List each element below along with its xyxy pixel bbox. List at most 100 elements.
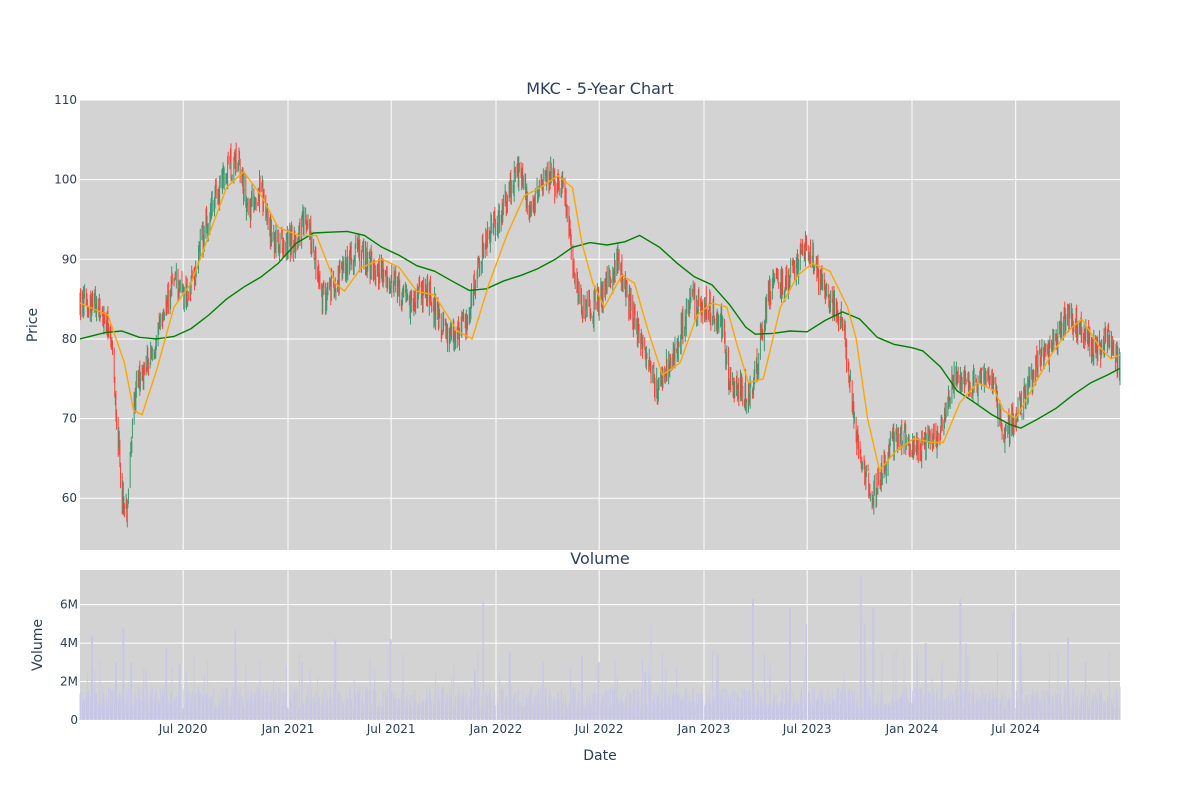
volume-bar[interactable] [717, 654, 719, 720]
volume-bar[interactable] [789, 608, 790, 720]
volume-bar[interactable] [644, 671, 646, 720]
volume-bar[interactable] [830, 703, 831, 720]
volume-bar[interactable] [708, 699, 710, 720]
volume-bar[interactable] [801, 701, 803, 720]
volume-bar[interactable] [661, 652, 663, 720]
volume-bar[interactable] [281, 705, 283, 720]
volume-bar[interactable] [700, 695, 702, 720]
volume-bar[interactable] [278, 698, 280, 720]
volume-bar[interactable] [357, 686, 358, 720]
volume-bar[interactable] [920, 690, 921, 720]
volume-bar[interactable] [688, 703, 690, 720]
volume-bar[interactable] [1021, 686, 1023, 720]
volume-bar[interactable] [819, 690, 821, 720]
volume-bar[interactable] [319, 706, 321, 720]
volume-bar[interactable] [178, 664, 180, 720]
volume-bar[interactable] [1008, 700, 1010, 720]
volume-bar[interactable] [907, 700, 909, 720]
volume-bar[interactable] [190, 705, 192, 720]
volume-bar[interactable] [577, 705, 579, 720]
volume-bar[interactable] [476, 693, 478, 720]
volume-bar[interactable] [586, 695, 588, 720]
volume-bar[interactable] [1097, 702, 1099, 720]
volume-bar[interactable] [733, 703, 735, 720]
volume-bar[interactable] [850, 698, 851, 720]
volume-bar[interactable] [1064, 686, 1066, 720]
volume-bar[interactable] [997, 706, 999, 720]
volume-bar[interactable] [644, 671, 646, 720]
volume-bar[interactable] [158, 705, 160, 720]
volume-bar[interactable] [1116, 704, 1118, 720]
volume-bar[interactable] [185, 671, 187, 720]
volume-bar[interactable] [909, 687, 911, 720]
volume-bar[interactable] [952, 694, 953, 720]
volume-bar[interactable] [674, 692, 676, 720]
volume-bar[interactable] [481, 707, 483, 720]
volume-bar[interactable] [166, 691, 168, 720]
volume-bar[interactable] [369, 658, 371, 720]
volume-bar[interactable] [925, 643, 927, 720]
volume-bar[interactable] [245, 693, 247, 720]
volume-bar[interactable] [948, 703, 950, 720]
volume-bar[interactable] [714, 698, 716, 720]
volume-bar[interactable] [979, 697, 981, 720]
volume-bar[interactable] [197, 688, 199, 720]
volume-bar[interactable] [877, 708, 879, 720]
volume-bar[interactable] [626, 696, 627, 720]
volume-bar[interactable] [606, 702, 608, 720]
volume-bar[interactable] [259, 689, 260, 720]
volume-bar[interactable] [306, 692, 308, 720]
volume-bar[interactable] [321, 694, 323, 720]
volume-bar[interactable] [935, 707, 937, 720]
volume-bar[interactable] [510, 687, 512, 720]
volume-bar[interactable] [498, 673, 500, 720]
volume-bar[interactable] [396, 705, 398, 720]
volume-bar[interactable] [943, 698, 945, 720]
volume-bar[interactable] [354, 694, 356, 720]
volume-bar[interactable] [562, 705, 564, 720]
volume-bar[interactable] [298, 708, 300, 720]
volume-bar[interactable] [804, 707, 806, 720]
volume-bar[interactable] [175, 702, 177, 720]
volume-bar[interactable] [474, 670, 476, 720]
volume-bar[interactable] [92, 635, 93, 720]
volume-bar[interactable] [771, 706, 773, 720]
volume-bar[interactable] [330, 698, 332, 720]
volume-bar[interactable] [640, 707, 642, 720]
volume-bar[interactable] [175, 696, 177, 720]
volume-bar[interactable] [361, 701, 363, 720]
volume-bar[interactable] [437, 702, 439, 720]
volume-bar[interactable] [386, 688, 388, 720]
volume-bar[interactable] [257, 690, 259, 720]
volume-bar[interactable] [301, 662, 303, 720]
volume-bar[interactable] [576, 702, 578, 720]
volume-bar[interactable] [401, 689, 403, 720]
volume-bar[interactable] [181, 691, 183, 720]
volume-bar[interactable] [473, 670, 475, 720]
volume-bar[interactable] [219, 702, 221, 720]
volume-bar[interactable] [341, 696, 343, 720]
volume-bar[interactable] [1109, 692, 1111, 720]
volume-bar[interactable] [426, 691, 428, 720]
volume-bar[interactable] [391, 690, 393, 720]
volume-bar[interactable] [104, 708, 105, 720]
volume-bar[interactable] [600, 700, 602, 720]
volume-bar[interactable] [777, 706, 779, 720]
volume-bar[interactable] [147, 708, 149, 720]
volume-bar[interactable] [1016, 699, 1018, 720]
volume-bar[interactable] [795, 701, 797, 720]
volume-bar[interactable] [377, 706, 378, 720]
volume-bar[interactable] [255, 686, 257, 720]
volume-bar[interactable] [835, 704, 837, 720]
volume-bar[interactable] [956, 688, 958, 720]
volume-bar[interactable] [955, 695, 957, 720]
volume-bar[interactable] [249, 696, 251, 720]
volume-bar[interactable] [985, 693, 986, 720]
volume-bar[interactable] [237, 686, 239, 720]
volume-bar[interactable] [214, 706, 216, 720]
volume-bar[interactable] [394, 693, 396, 720]
volume-bar[interactable] [740, 697, 742, 720]
volume-bar[interactable] [753, 705, 755, 720]
volume-bar[interactable] [274, 700, 276, 720]
volume-bar[interactable] [493, 704, 495, 720]
